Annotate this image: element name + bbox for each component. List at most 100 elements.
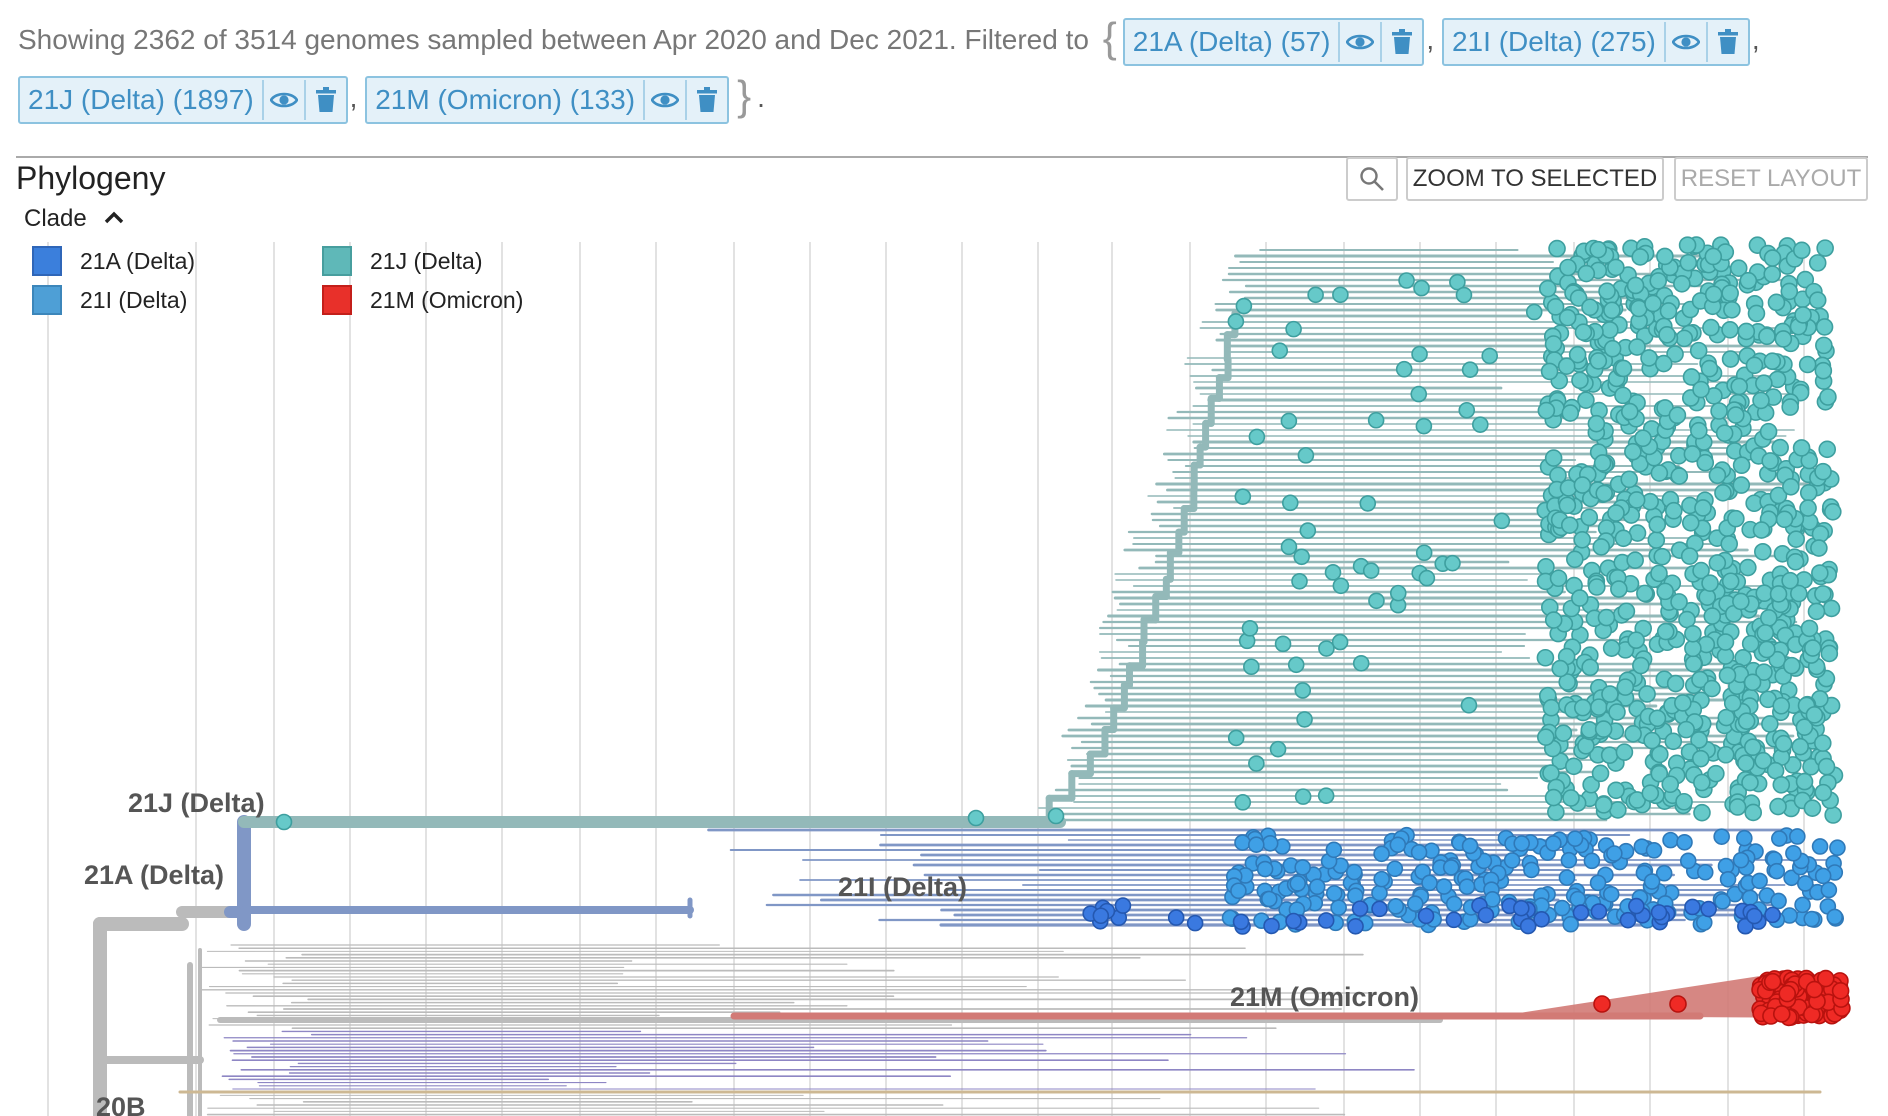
- legend-item-21m[interactable]: 21M (Omicron): [322, 285, 523, 315]
- tip-node: [1782, 656, 1801, 675]
- tip-node: [1769, 585, 1788, 603]
- tip-node: [1557, 357, 1576, 376]
- legend-item-21j[interactable]: 21J (Delta): [322, 246, 482, 276]
- tip-node: [1789, 828, 1806, 845]
- tip-node: [1792, 241, 1811, 260]
- tip-node: [1614, 386, 1632, 405]
- tip-node: [1503, 852, 1521, 869]
- tip-node: [1794, 896, 1811, 914]
- tip-node: [1641, 784, 1660, 802]
- tip-node: [1800, 619, 1819, 638]
- tip-node: [1763, 352, 1782, 371]
- filter-chip-label[interactable]: 21M (Omicron) (133): [367, 79, 646, 120]
- tip-node: [1656, 247, 1674, 266]
- zoom-to-selected-button[interactable]: ZOOM TO SELECTED: [1406, 157, 1664, 201]
- tip-node: [1294, 682, 1312, 699]
- tip-node: [1767, 293, 1786, 312]
- tip-node: [1616, 678, 1635, 696]
- tip-node: [1676, 833, 1693, 851]
- filter-chip-21m: 21M (Omicron) (133): [365, 75, 730, 124]
- tip-node: [1737, 322, 1756, 341]
- tip-node: [1577, 264, 1596, 283]
- panel-title: Phylogeny: [16, 160, 166, 196]
- tip-node: [1808, 291, 1827, 309]
- tip-node: [1707, 764, 1725, 783]
- tip-node: [1562, 789, 1580, 807]
- trash-icon[interactable]: [687, 80, 727, 120]
- tip-node: [1580, 508, 1599, 527]
- eye-icon[interactable]: [264, 79, 306, 120]
- tip-node: [1114, 897, 1132, 914]
- tip-node: [1647, 531, 1666, 549]
- tip-node: [1703, 679, 1721, 698]
- tip-node: [1294, 859, 1311, 876]
- tip-node: [1593, 995, 1611, 1013]
- tip-node: [1654, 354, 1673, 373]
- legend-item-21a[interactable]: 21A (Delta): [32, 246, 195, 276]
- eye-icon[interactable]: [1340, 21, 1383, 62]
- tip-node: [1781, 398, 1799, 416]
- tip-node: [1626, 276, 1645, 295]
- tip-node: [1317, 912, 1335, 929]
- tip-node: [1790, 584, 1808, 603]
- tip-node: [1761, 715, 1779, 733]
- tip-node: [1590, 698, 1608, 716]
- tip-node: [1796, 270, 1815, 289]
- tip-node: [1577, 391, 1595, 409]
- tip-node: [1590, 903, 1608, 920]
- tip-node: [1261, 834, 1279, 852]
- tip-node: [1248, 428, 1266, 446]
- tip-node: [1675, 329, 1694, 348]
- tip-node: [1371, 900, 1388, 918]
- filter-chip-label[interactable]: 21I (Delta) (275): [1444, 21, 1666, 62]
- tip-node: [1362, 562, 1380, 579]
- tip-node: [1325, 841, 1343, 859]
- reset-layout-button[interactable]: RESET LAYOUT: [1674, 157, 1868, 201]
- trash-icon[interactable]: [1708, 22, 1748, 62]
- tip-node: [1714, 893, 1731, 910]
- filter-chip-label[interactable]: 21J (Delta) (1897): [20, 79, 264, 120]
- tip-node: [1418, 569, 1436, 587]
- tip-node: [1715, 424, 1734, 442]
- tip-node: [1755, 663, 1773, 681]
- tip-node: [1595, 484, 1613, 503]
- legend-label: 21J (Delta): [370, 247, 483, 274]
- eye-icon[interactable]: [1666, 21, 1708, 62]
- tip-node: [1756, 624, 1775, 642]
- tip-node: [1564, 757, 1583, 776]
- legend-item-21i[interactable]: 21I (Delta): [32, 285, 187, 315]
- filter-chip-label[interactable]: 21A (Delta) (57): [1125, 21, 1341, 62]
- tip-node: [1617, 602, 1636, 621]
- tip-node: [1721, 321, 1739, 339]
- tip-node: [1387, 898, 1405, 915]
- tip-node: [1386, 860, 1404, 878]
- tip-node: [1324, 564, 1342, 581]
- tip-node: [1607, 781, 1625, 800]
- tip-node: [1481, 347, 1499, 365]
- tip-node: [1807, 602, 1826, 621]
- tip-node: [1650, 904, 1668, 921]
- tip-node: [1092, 907, 1110, 925]
- tip-node: [1700, 900, 1717, 918]
- tip-node: [1460, 696, 1478, 714]
- legend-toggle[interactable]: Clade: [24, 205, 125, 233]
- tip-node: [1619, 911, 1637, 929]
- tip-node: [1415, 417, 1433, 435]
- tip-node: [1763, 972, 1782, 991]
- search-button[interactable]: [1346, 157, 1398, 201]
- tip-node: [1655, 864, 1673, 882]
- trash-icon[interactable]: [1382, 22, 1422, 62]
- tip-node: [1345, 863, 1363, 881]
- tip-node: [1455, 286, 1473, 304]
- tip-node: [1227, 729, 1245, 747]
- tip-node: [1814, 783, 1833, 802]
- tip-node: [1551, 659, 1570, 678]
- tip-node: [1260, 890, 1278, 908]
- tip-node: [1684, 898, 1701, 916]
- tip-node: [1421, 874, 1438, 892]
- trash-icon[interactable]: [306, 80, 346, 120]
- tip-node: [1241, 620, 1259, 637]
- tip-node: [1537, 558, 1555, 576]
- eye-icon[interactable]: [645, 79, 688, 120]
